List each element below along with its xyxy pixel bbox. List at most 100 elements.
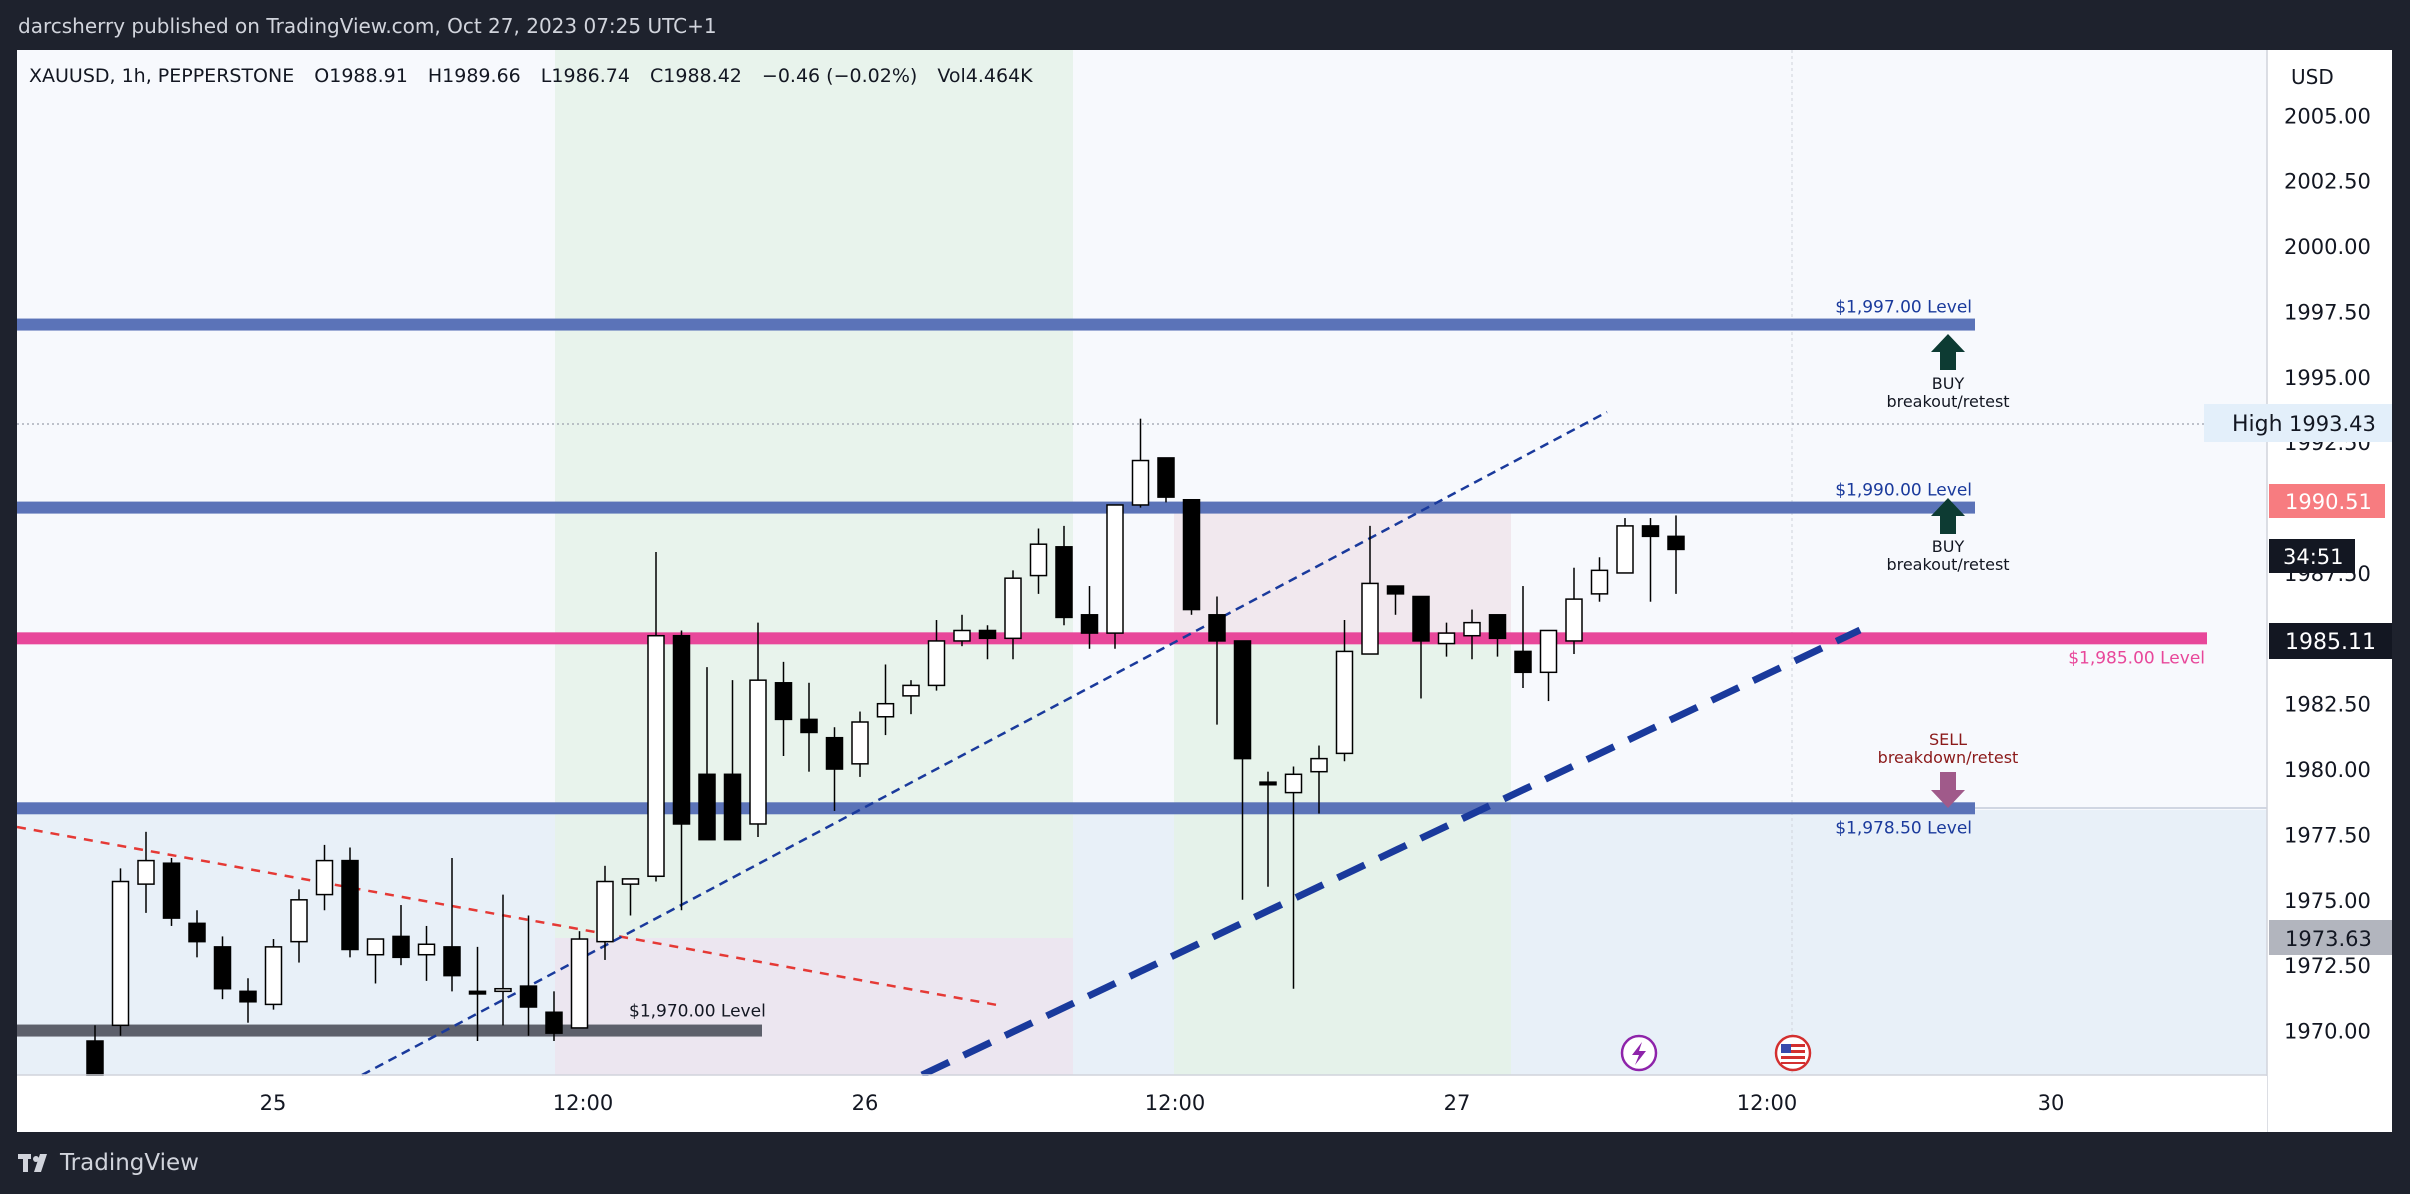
price-tick-label: 2002.50 [2284, 170, 2371, 194]
candle-body [188, 922, 206, 943]
candle[interactable] [264, 939, 283, 1010]
candle[interactable] [1080, 586, 1099, 649]
candle[interactable] [213, 936, 232, 1000]
candle-body [978, 629, 997, 640]
candle-body [1539, 629, 1558, 674]
candle-body [1361, 582, 1379, 655]
candle[interactable] [749, 622, 767, 838]
candle[interactable] [1157, 457, 1175, 503]
candle[interactable] [162, 857, 181, 926]
candle[interactable] [1412, 595, 1430, 699]
tradingview-logo[interactable]: TradingView [18, 1150, 199, 1176]
candle[interactable] [239, 978, 257, 1023]
price-tick-label: 1995.00 [2284, 366, 2371, 390]
candle-body [417, 943, 436, 956]
candle[interactable] [978, 625, 997, 660]
time-axis[interactable] [17, 1076, 2267, 1132]
candle[interactable] [1131, 418, 1150, 508]
candle[interactable] [1514, 586, 1532, 689]
us-flag-event-icon[interactable] [1774, 1034, 1812, 1072]
candle-body [1386, 585, 1405, 595]
candle[interactable] [902, 680, 920, 715]
candle[interactable] [570, 931, 589, 1029]
candle[interactable] [1386, 585, 1405, 615]
currency-label[interactable]: USD [2291, 65, 2334, 89]
candle[interactable] [1488, 614, 1507, 657]
candle[interactable] [1208, 596, 1226, 725]
candle-body [927, 640, 946, 687]
price-chart[interactable]: $1,997.00 Level $1,990.00 Level $1,985.00 … [16, 50, 2399, 1132]
candle[interactable] [1641, 518, 1660, 602]
candle[interactable] [1284, 766, 1303, 989]
candle[interactable] [137, 831, 155, 913]
candle[interactable] [698, 667, 716, 841]
candle[interactable] [1361, 525, 1379, 655]
sell-arrow-icon [1931, 772, 1965, 808]
candle[interactable] [825, 727, 844, 811]
candle[interactable] [1106, 504, 1124, 649]
price-tick-label: 1997.50 [2284, 300, 2371, 324]
candle[interactable] [1667, 515, 1685, 594]
candle[interactable] [417, 925, 436, 981]
candle[interactable] [1182, 498, 1201, 615]
candle[interactable] [672, 630, 691, 911]
candle[interactable] [1539, 629, 1558, 702]
candle-body [698, 773, 716, 841]
candle[interactable] [621, 878, 640, 916]
candle[interactable] [315, 844, 334, 911]
footer-bar: TradingView [0, 1132, 2410, 1194]
candle[interactable] [366, 938, 385, 984]
level-line-1985[interactable] [17, 632, 2207, 645]
candle[interactable] [876, 664, 895, 736]
candle[interactable] [1590, 557, 1609, 602]
candle[interactable] [596, 865, 614, 960]
lightning-event-icon[interactable] [1620, 1034, 1658, 1072]
candle[interactable] [1616, 518, 1634, 574]
candle[interactable] [494, 894, 512, 1026]
current-price-badge-value: 1985.11 [2285, 630, 2376, 655]
candle[interactable] [1259, 771, 1277, 887]
candle[interactable] [188, 910, 206, 958]
candle[interactable] [341, 847, 359, 958]
candle[interactable] [647, 552, 665, 882]
candle[interactable] [927, 620, 946, 691]
candle[interactable] [1055, 525, 1073, 626]
trendline-red[interactable] [16, 825, 998, 1007]
candle-body [162, 862, 181, 919]
level-line-1978[interactable] [17, 802, 1975, 815]
candle[interactable] [723, 680, 742, 841]
level-line-1997[interactable] [17, 318, 1975, 331]
candle[interactable] [774, 661, 793, 756]
candle[interactable] [468, 946, 487, 1042]
candle[interactable] [1004, 570, 1022, 660]
candle-body [1412, 595, 1430, 642]
trendline-blue-thick[interactable] [920, 626, 1862, 1079]
trendline-blue-thin[interactable] [361, 410, 1608, 1077]
candle[interactable] [1565, 567, 1583, 655]
level-line-1990[interactable] [17, 501, 1975, 514]
candle[interactable] [519, 915, 538, 1036]
candle[interactable] [443, 857, 461, 992]
candle[interactable] [545, 991, 563, 1042]
candle[interactable] [851, 711, 869, 777]
candle[interactable] [111, 868, 130, 1036]
candle[interactable] [392, 905, 410, 966]
candle[interactable] [1463, 609, 1481, 660]
candle[interactable] [1335, 620, 1354, 762]
candle[interactable] [1437, 622, 1456, 657]
chart-frame[interactable]: $1,997.00 Level $1,990.00 Level $1,985.00 … [16, 50, 2399, 1132]
time-tick-label: 12:00 [553, 1091, 614, 1115]
level-1990-badge: 1990.51 [2269, 484, 2385, 518]
candle[interactable] [1233, 640, 1252, 900]
candle[interactable] [1310, 745, 1328, 814]
candle-body [1029, 543, 1048, 577]
candle-body [953, 629, 971, 642]
candle[interactable] [1029, 528, 1048, 594]
level-label-1978: $1,978.50 Level [1835, 818, 1972, 838]
level-line-1970[interactable] [17, 1024, 762, 1037]
candle[interactable] [290, 889, 308, 963]
candle-body [1590, 569, 1609, 595]
candle[interactable] [953, 614, 971, 647]
publisher-bar: darcsherry published on TradingView.com,… [0, 0, 2410, 50]
candle[interactable] [800, 682, 818, 772]
